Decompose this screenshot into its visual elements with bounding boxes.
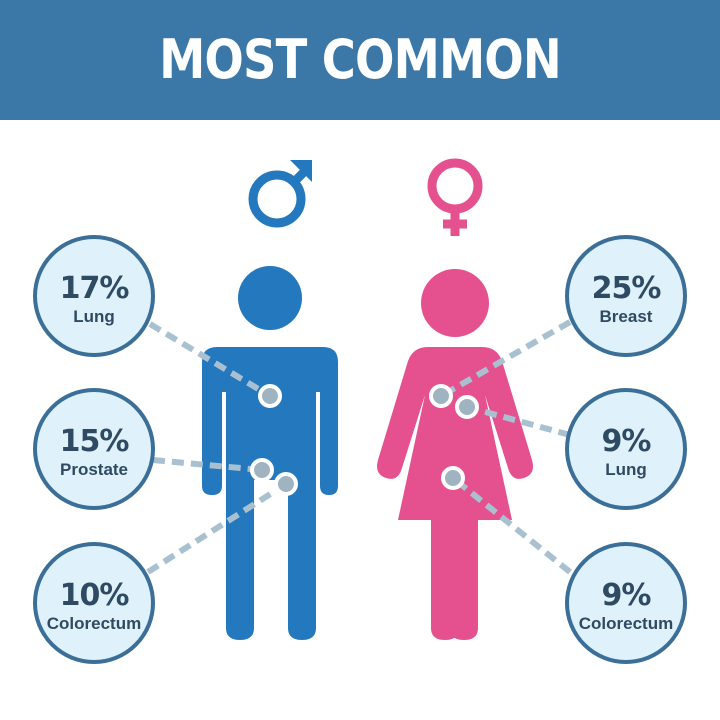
anchor-dots xyxy=(250,384,479,496)
female-figure xyxy=(377,269,533,640)
female-stat-breast: 25% Breast xyxy=(565,235,687,357)
stat-percent: 9% xyxy=(602,424,652,459)
male-stat-colorectum: 10% Colorectum xyxy=(33,542,155,664)
connector-male-colorectum xyxy=(146,481,288,575)
female-stat-lung: 9% Lung xyxy=(565,388,687,510)
connector-female-colorectum xyxy=(451,475,572,575)
stat-label: Breast xyxy=(600,307,653,326)
dot-male-colorectum xyxy=(274,472,298,496)
connector-male-lung xyxy=(148,321,272,399)
dot-male-lung xyxy=(258,384,282,408)
stat-label: Lung xyxy=(73,307,115,326)
stat-label: Colorectum xyxy=(579,614,673,633)
connectors xyxy=(146,319,572,575)
stat-label: Prostate xyxy=(60,460,128,479)
stat-percent: 25% xyxy=(592,271,662,306)
stat-percent: 15% xyxy=(60,424,130,459)
stat-label: Lung xyxy=(605,460,647,479)
male-symbol-icon xyxy=(248,160,312,228)
header-banner: MOST COMMON CANCERS xyxy=(0,0,720,211)
male-figure xyxy=(202,266,338,640)
dot-male-prostate xyxy=(250,458,274,482)
female-symbol-icon xyxy=(427,158,483,236)
dot-female-colorectum xyxy=(441,466,465,490)
connector-female-breast xyxy=(439,319,572,399)
stat-percent: 10% xyxy=(60,578,130,613)
male-stat-prostate: 15% Prostate xyxy=(33,388,155,510)
dot-female-lung xyxy=(455,395,479,419)
dot-female-breast xyxy=(429,384,453,408)
male-stat-lung: 17% Lung xyxy=(33,235,155,357)
stat-percent: 9% xyxy=(602,578,652,613)
female-stat-colorectum: 9% Colorectum xyxy=(565,542,687,664)
stat-percent: 17% xyxy=(60,271,130,306)
stat-label: Colorectum xyxy=(47,614,141,633)
